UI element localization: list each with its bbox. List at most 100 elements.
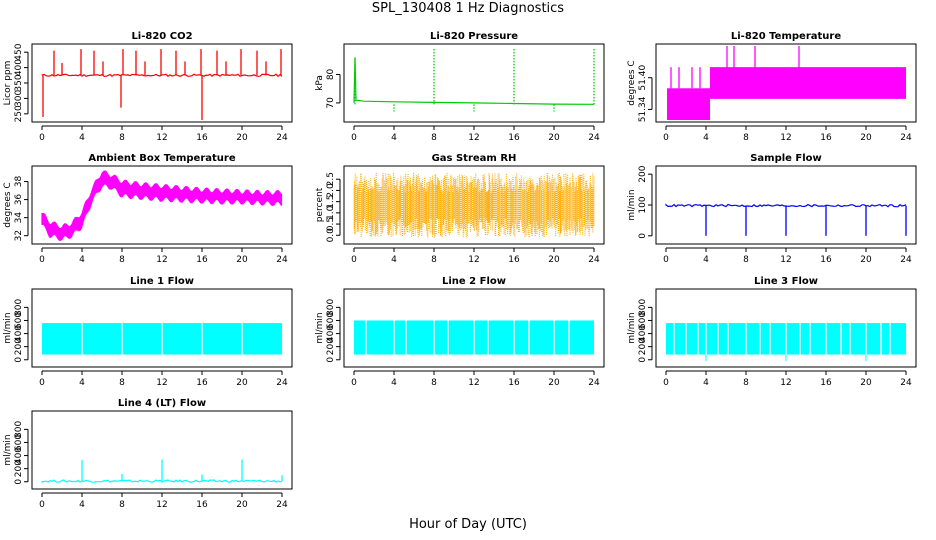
y-tick-label: 38 xyxy=(14,176,24,188)
y-axis-label: ml/min xyxy=(627,312,637,343)
x-tick-label: 16 xyxy=(196,378,208,388)
chart-panel: Li-820 Pressure kPa 0 4 8 12 16 20 24 70 80 xyxy=(315,31,605,143)
y-tick-label: 400 xyxy=(14,59,24,76)
x-tick-label: 4 xyxy=(391,255,397,265)
x-tick-label: 24 xyxy=(588,378,600,388)
y-tick-label: 600 xyxy=(14,434,24,451)
y-tick-label: 32 xyxy=(14,230,24,241)
y-tick-label: 800 xyxy=(638,299,648,316)
x-tick-label: 24 xyxy=(276,255,288,265)
x-tick-label: 16 xyxy=(820,133,832,143)
chart-panel: Li-820 Temperature degrees C 0 4 8 12 16 20 24 51… xyxy=(627,31,917,143)
y-tick-label: 2.0 xyxy=(326,183,336,198)
envelope-band xyxy=(41,170,283,241)
x-tick-label: 12 xyxy=(468,378,479,388)
plot-area xyxy=(354,319,594,356)
y-tick-label: 600 xyxy=(326,312,336,329)
x-tick-label: 0 xyxy=(351,133,357,143)
x-tick-label: 24 xyxy=(588,133,600,143)
y-tick-label: 200 xyxy=(14,460,24,477)
chart-title: Sample Flow xyxy=(750,153,822,164)
x-tick-label: 4 xyxy=(703,255,709,265)
x-tick-label: 16 xyxy=(196,500,208,510)
y-tick-label: 100 xyxy=(638,196,648,213)
y-tick-label: 0 xyxy=(14,357,24,363)
value-band xyxy=(667,88,710,120)
x-tick-label: 16 xyxy=(196,133,208,143)
x-tick-label: 20 xyxy=(236,378,248,388)
x-tick-label: 20 xyxy=(236,255,248,265)
x-tick-label: 4 xyxy=(79,500,85,510)
x-tick-label: 16 xyxy=(508,133,520,143)
y-tick-label: 70 xyxy=(326,97,336,109)
chart-panel: Line 1 Flow ml/min 0 4 8 12 16 20 24 0 20040060080… xyxy=(3,276,293,388)
x-tick-label: 0 xyxy=(663,133,669,143)
plot-area xyxy=(353,172,595,238)
y-axis-label: kPa xyxy=(315,75,325,91)
x-tick-label: 0 xyxy=(39,500,45,510)
x-tick-label: 12 xyxy=(468,255,479,265)
plot-frame xyxy=(31,165,293,245)
x-tick-label: 24 xyxy=(900,133,912,143)
y-tick-label: 300 xyxy=(14,90,24,107)
y-tick-label: 200 xyxy=(14,338,24,355)
x-tick-label: 16 xyxy=(508,255,520,265)
x-tick-label: 0 xyxy=(351,255,357,265)
x-tick-label: 24 xyxy=(588,255,600,265)
x-tick-label: 24 xyxy=(276,133,288,143)
x-tick-label: 12 xyxy=(156,500,167,510)
chart-title: Line 3 Flow xyxy=(754,276,818,287)
y-tick-label: 0 xyxy=(638,357,648,363)
x-tick-label: 16 xyxy=(196,255,208,265)
x-tick-label: 0 xyxy=(39,255,45,265)
y-tick-label: 0 xyxy=(326,357,336,363)
plot-frame xyxy=(343,288,605,368)
y-tick-label: 34 xyxy=(14,212,24,224)
y-tick-label: 0.5 xyxy=(326,217,336,231)
x-tick-label: 0 xyxy=(663,378,669,388)
y-tick-label: 36 xyxy=(14,194,24,206)
chart-title: Ambient Box Temperature xyxy=(88,153,235,164)
x-tick-label: 12 xyxy=(780,133,791,143)
chart-panel: Line 4 (LT) Flow ml/min 0 4 8 12 16 20 24 0 200400… xyxy=(3,398,293,510)
value-band xyxy=(710,67,906,99)
series-line xyxy=(353,57,595,105)
y-axis-label: ml/min xyxy=(3,434,13,465)
x-tick-label: 8 xyxy=(119,255,125,265)
plot-area xyxy=(667,46,906,120)
plot-area xyxy=(41,49,283,120)
chart-title: Gas Stream RH xyxy=(432,153,517,164)
x-tick-label: 8 xyxy=(119,133,125,143)
y-tick-label: 0 xyxy=(638,233,648,239)
x-tick-label: 12 xyxy=(780,378,791,388)
y-tick-label: 200 xyxy=(638,338,648,355)
plot-area xyxy=(665,203,907,236)
chart-title: Li-820 CO2 xyxy=(131,31,192,42)
y-tick-label: 400 xyxy=(14,447,24,464)
y-tick-label: 600 xyxy=(638,312,648,329)
x-tick-label: 0 xyxy=(351,378,357,388)
y-tick-label: 400 xyxy=(326,325,336,342)
x-tick-label: 24 xyxy=(900,378,912,388)
x-tick-label: 20 xyxy=(236,133,248,143)
y-tick-label: 1.0 xyxy=(326,205,336,220)
x-tick-label: 12 xyxy=(156,133,167,143)
y-axis-label: Licor ppm xyxy=(3,61,13,106)
x-tick-label: 4 xyxy=(79,133,85,143)
plot-area xyxy=(41,170,283,241)
y-tick-label: 1.5 xyxy=(326,194,336,208)
y-tick-label: 250 xyxy=(14,105,24,122)
y-tick-label: 51.34 xyxy=(638,96,648,122)
chart-title: Li-820 Temperature xyxy=(731,31,841,42)
x-tick-label: 8 xyxy=(743,378,749,388)
y-tick-label: 200 xyxy=(638,165,648,182)
chart-panel: Line 2 Flow ml/min 0 4 8 12 16 20 24 0 20040060080… xyxy=(315,276,605,388)
y-tick-label: 80 xyxy=(326,68,336,80)
x-tick-label: 12 xyxy=(468,133,479,143)
y-tick-label: 800 xyxy=(14,299,24,316)
chart-title: Li-820 Pressure xyxy=(430,31,518,42)
plot-frame xyxy=(31,288,293,368)
x-tick-label: 8 xyxy=(119,500,125,510)
x-tick-label: 16 xyxy=(508,378,520,388)
